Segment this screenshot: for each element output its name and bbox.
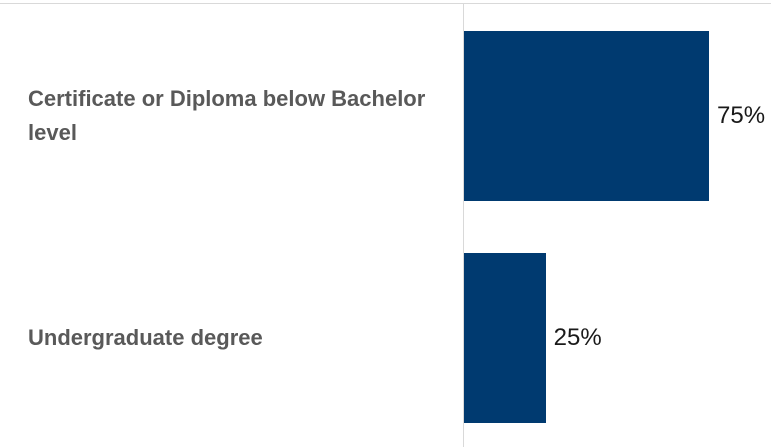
category-label-certificate-diploma: Certificate or Diploma below Bachelor le… [28,86,426,145]
top-divider [0,3,771,4]
value-label-undergraduate-degree: 25% [553,324,602,351]
bar-certificate-diploma [464,31,709,201]
value-label-certificate-diploma: 75% [717,102,766,129]
bar-undergraduate-degree [464,253,546,423]
category-label-undergraduate-degree: Undergraduate degree [28,325,263,350]
category-axis-line [463,3,464,447]
